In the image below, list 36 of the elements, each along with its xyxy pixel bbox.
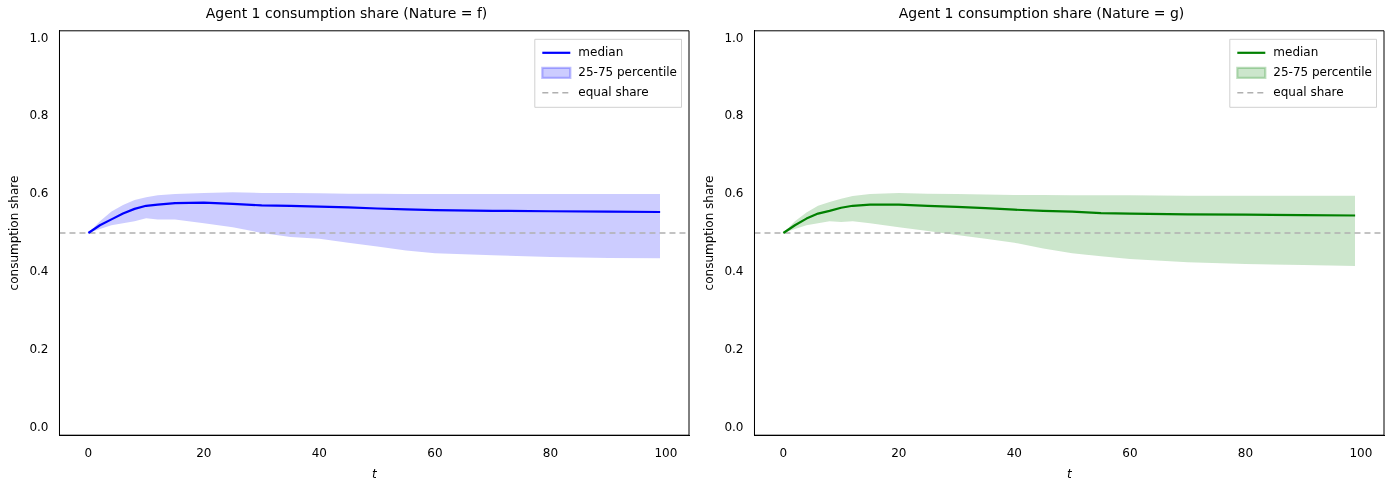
x-tick-label: 80 <box>542 445 559 460</box>
y-tick-label: 0.2 <box>29 341 49 356</box>
y-axis-title: consumption share <box>702 175 717 291</box>
y-tick-label: 0.8 <box>29 108 49 123</box>
x-tick-label: 0 <box>84 445 93 460</box>
x-tick-label: 80 <box>1237 445 1254 460</box>
x-tick-label: 0 <box>779 445 788 460</box>
y-tick-label: 0.6 <box>724 186 744 201</box>
x-axis-title: t <box>371 466 378 481</box>
y-tick-label: 0.0 <box>724 419 744 434</box>
x-tick-label: 40 <box>1006 445 1023 460</box>
x-tick-label: 60 <box>1122 445 1138 460</box>
y-tick-label: 0.4 <box>29 264 49 279</box>
y-tick-label: 0.0 <box>29 419 49 434</box>
legend-label: equal share <box>1273 84 1344 99</box>
x-tick-label: 100 <box>654 445 678 460</box>
y-axis-title: consumption share <box>7 175 22 291</box>
legend-label: median <box>1273 44 1319 59</box>
chart-title: Agent 1 consumption share (Nature = f) <box>205 5 488 22</box>
x-axis-title: t <box>1066 466 1073 481</box>
x-tick-label: 40 <box>311 445 328 460</box>
y-tick-label: 0.6 <box>29 186 49 201</box>
x-tick-label: 60 <box>427 445 443 460</box>
y-tick-label: 0.4 <box>724 264 744 279</box>
x-tick-label: 100 <box>1349 445 1373 460</box>
y-tick-label: 0.8 <box>724 108 744 123</box>
x-tick-label: 20 <box>196 445 212 460</box>
y-tick-label: 0.2 <box>724 341 744 356</box>
x-tick-label: 20 <box>891 445 907 460</box>
legend-label: median <box>578 44 624 59</box>
y-tick-label: 1.0 <box>724 30 744 45</box>
legend-label: equal share <box>578 84 649 99</box>
legend-label: 25-75 percentile <box>1273 64 1373 79</box>
chart-title: Agent 1 consumption share (Nature = g) <box>898 5 1185 22</box>
y-tick-label: 1.0 <box>29 30 49 45</box>
legend-label: 25-75 percentile <box>578 64 678 79</box>
